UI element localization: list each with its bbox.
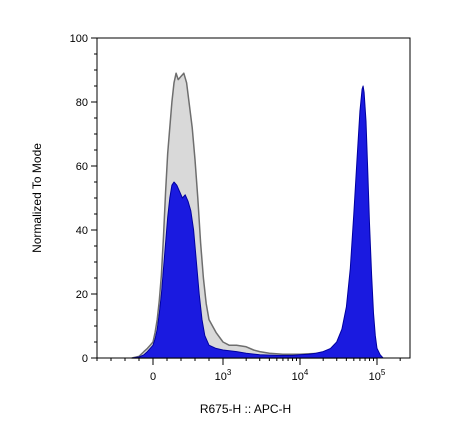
x-tick-base: 10 bbox=[292, 371, 304, 383]
x-tick-base: 10 bbox=[215, 371, 227, 383]
y-tick-label: 20 bbox=[76, 289, 88, 301]
x-tick-label: 105 bbox=[369, 368, 386, 383]
series-area-2 bbox=[131, 85, 384, 359]
x-tick-exponent: 4 bbox=[304, 368, 309, 377]
x-axis-title: R675-H :: APC-H bbox=[200, 402, 291, 416]
x-tick-label: 103 bbox=[215, 368, 232, 383]
x-tick-label: 0 bbox=[150, 371, 156, 383]
x-tick-exponent: 3 bbox=[227, 368, 232, 377]
y-axis-title: Normalized To Mode bbox=[30, 143, 44, 253]
y-tick-label: 0 bbox=[82, 353, 88, 365]
y-tick-label: 60 bbox=[76, 161, 88, 173]
x-tick-base: 0 bbox=[150, 371, 156, 383]
x-tick-exponent: 5 bbox=[381, 368, 386, 377]
x-tick-label: 104 bbox=[292, 368, 309, 383]
y-tick-label: 40 bbox=[76, 225, 88, 237]
series-layer bbox=[131, 72, 384, 359]
y-tick-label: 80 bbox=[76, 97, 88, 109]
axes-layer bbox=[91, 37, 411, 365]
x-tick-base: 10 bbox=[369, 371, 381, 383]
y-tick-label: 100 bbox=[70, 33, 88, 45]
